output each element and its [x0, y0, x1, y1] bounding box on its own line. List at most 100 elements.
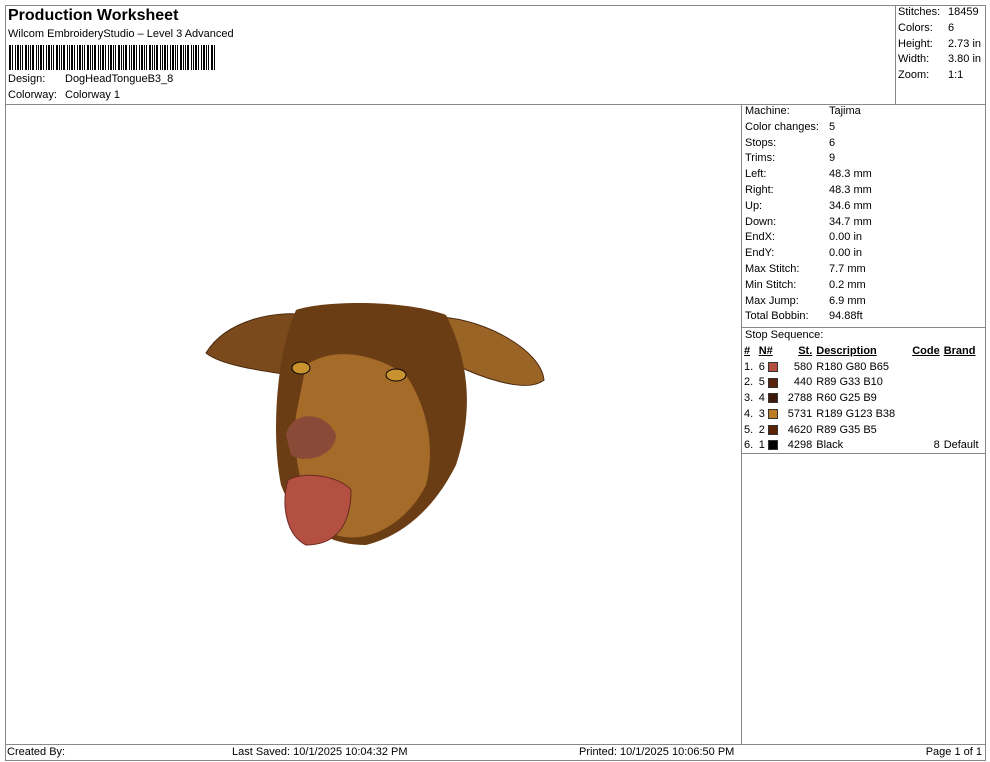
table-row: 6. 1 4298 Black 8 Default [742, 438, 985, 454]
barcode-bar [32, 45, 34, 70]
barcode-bar [94, 45, 96, 70]
page-number: Page 1 of 1 [925, 746, 982, 758]
barcode-bar [214, 45, 215, 70]
needle-number: 1 [757, 438, 783, 454]
barcode-bar [118, 45, 120, 70]
colorway-label: Colorway: [8, 89, 57, 101]
barcode-bar [177, 45, 178, 70]
stitch-count: 4298 [787, 439, 813, 452]
barcode-bar [30, 45, 31, 70]
design-preview [6, 105, 741, 745]
stitch-count: 440 [793, 376, 813, 389]
thread-code [907, 406, 942, 422]
barcode-bar [22, 45, 23, 70]
detail-label: Trims: [745, 152, 776, 165]
needle-number: 3 [757, 406, 783, 422]
barcode-bar [46, 45, 47, 70]
detail-row: Trims: 9 [742, 151, 986, 167]
detail-value: 9 [829, 152, 836, 165]
color-swatch [767, 409, 778, 420]
needle-value: 2 [758, 423, 765, 436]
barcode-bar [193, 45, 194, 70]
colorway-value: Colorway 1 [65, 89, 121, 101]
detail-row: Machine: Tajima [742, 104, 986, 120]
summary-row: Colors: 6 [898, 21, 986, 37]
barcode-bar [203, 45, 205, 70]
barcode-bar [40, 45, 42, 70]
table-row: 2. 5 440 R89 G33 B10 [742, 375, 985, 391]
thread-code [907, 422, 942, 438]
stop-index: 2. [744, 376, 754, 389]
detail-label: Up: [745, 199, 763, 212]
detail-row: Color changes: 5 [742, 120, 986, 136]
worksheet-frame [5, 5, 986, 761]
detail-row: EndY: 0.00 in [742, 246, 986, 262]
detail-value: 48.3 mm [829, 168, 872, 181]
barcode-bar [123, 45, 124, 70]
barcode-bar [167, 45, 168, 70]
barcode-bar [180, 45, 182, 70]
software-name: Wilcom EmbroideryStudio – Level 3 Advanc… [8, 28, 234, 40]
barcode-bar [141, 45, 143, 70]
stop-index: 3. [744, 392, 754, 405]
barcode-bar [105, 45, 106, 70]
summary-value: 2.73 in [948, 37, 982, 50]
thread-code: 8 [933, 439, 940, 452]
detail-value: 7.7 mm [829, 262, 866, 275]
created-by: Created By: [7, 746, 66, 758]
table-header: # N# St. Description Code Brand [742, 343, 985, 359]
detail-row: Min Stitch: 0.2 mm [742, 278, 986, 294]
barcode-bar [139, 45, 140, 70]
barcode-bar [172, 45, 174, 70]
barcode-bar [61, 45, 62, 70]
detail-label: Max Stitch: [745, 262, 800, 275]
barcode-bar [56, 45, 58, 70]
barcode-bar [136, 45, 137, 70]
page-title: Production Worksheet [8, 7, 179, 24]
detail-label: EndY: [745, 247, 775, 260]
detail-label: Right: [745, 183, 774, 196]
barcode-bar [162, 45, 163, 70]
barcode-bar [25, 45, 27, 70]
barcode-bar [149, 45, 151, 70]
color-description: R89 G33 B10 [816, 376, 883, 389]
summary-box: Stitches: 18459 Colors: 6 Height: 2.73 in Widt… [895, 5, 986, 105]
color-swatch [767, 393, 778, 404]
barcode-bar [67, 45, 68, 70]
detail-value: 94.88ft [829, 310, 863, 323]
needle-number: 2 [757, 422, 783, 438]
barcode-bar [164, 45, 166, 70]
machine-details: Machine: Tajima Color changes: 5 Stops: 6 Trim… [742, 104, 986, 325]
detail-value: 5 [829, 120, 836, 133]
summary-value: 6 [948, 21, 955, 34]
dog-head-embroidery [205, 303, 545, 546]
barcode-bar [129, 45, 130, 70]
color-swatch [767, 424, 778, 435]
detail-row: Stops: 6 [742, 136, 986, 152]
stitch-count: 5731 [787, 408, 813, 421]
barcode-bar [133, 45, 135, 70]
worksheet-header: Production Worksheet Wilcom EmbroiderySt… [5, 5, 895, 105]
barcode-bar [38, 45, 39, 70]
detail-value: 0.2 mm [829, 278, 866, 291]
col-needle: N# [758, 344, 773, 357]
detail-value: 6.9 mm [829, 294, 866, 307]
barcode-bar [87, 45, 89, 70]
barcode-bar [144, 45, 145, 70]
table-row: 3. 4 2788 R60 G25 B9 [742, 390, 985, 406]
barcode-bar [170, 45, 171, 70]
detail-label: Stops: [745, 136, 777, 149]
barcode-bar [79, 45, 81, 70]
barcode-bar [115, 45, 116, 70]
barcode-bar [17, 45, 19, 70]
detail-value: Tajima [829, 105, 861, 117]
detail-row: Up: 34.6 mm [742, 199, 986, 215]
barcode-bar [82, 45, 83, 70]
detail-row: Total Bobbin: 94.88ft [742, 309, 986, 325]
summary-value: 1:1 [948, 69, 964, 82]
detail-label: Left: [745, 168, 767, 181]
stitch-count: 4620 [787, 423, 813, 436]
color-description: Black [816, 439, 844, 452]
barcode-bar [28, 45, 29, 70]
stop-index: 4. [744, 408, 754, 421]
